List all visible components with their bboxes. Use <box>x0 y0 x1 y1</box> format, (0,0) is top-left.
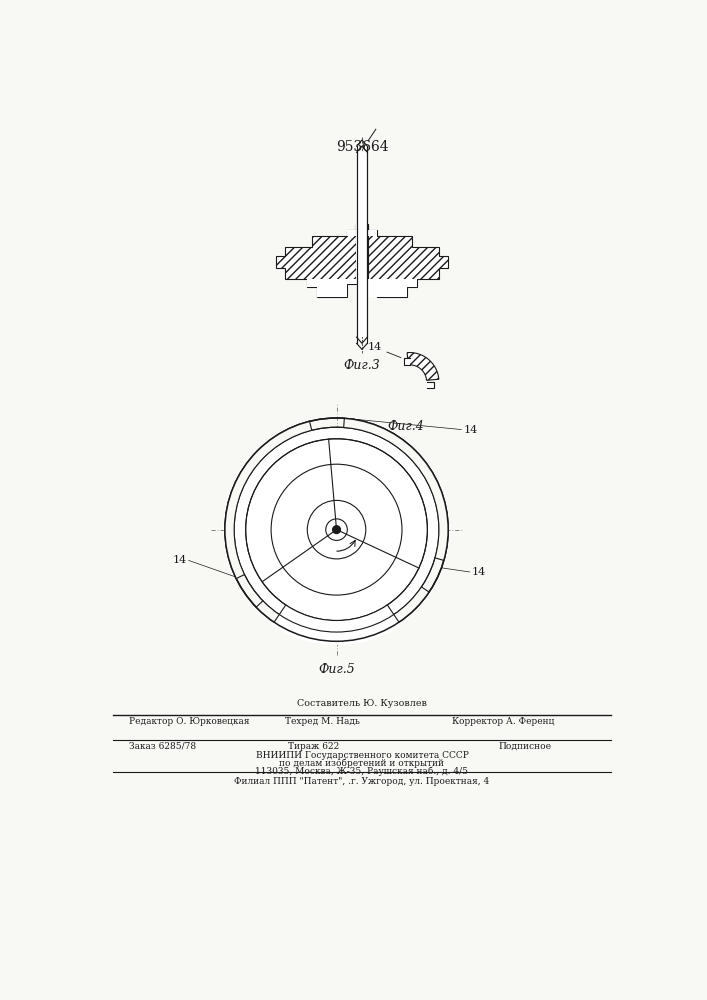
Text: Г: Г <box>269 582 277 592</box>
Polygon shape <box>225 421 312 579</box>
Text: 113035, Москва, Ж-35, Раушская наб., д. 4/5: 113035, Москва, Ж-35, Раушская наб., д. … <box>255 767 469 776</box>
Polygon shape <box>407 353 439 380</box>
Text: 14: 14 <box>172 555 187 565</box>
Circle shape <box>326 519 347 540</box>
Text: Т: Т <box>281 571 288 581</box>
Circle shape <box>308 500 366 559</box>
Polygon shape <box>426 382 433 388</box>
Text: Составитель Ю. Кузовлев: Составитель Ю. Кузовлев <box>297 699 427 708</box>
Circle shape <box>246 439 428 620</box>
Text: Филиал ППП "Патент", .г. Ужгород, ул. Проектная, 4: Филиал ППП "Патент", .г. Ужгород, ул. Пр… <box>234 777 489 786</box>
Text: 14: 14 <box>464 425 478 435</box>
Text: Заказ 6285/78: Заказ 6285/78 <box>129 742 196 751</box>
Text: Подписное: Подписное <box>498 742 551 751</box>
Circle shape <box>234 427 439 632</box>
Polygon shape <box>368 224 448 297</box>
Text: Фиг.3: Фиг.3 <box>344 359 380 372</box>
Polygon shape <box>256 587 429 641</box>
Text: Корректор А. Ференц: Корректор А. Ференц <box>452 717 554 726</box>
Polygon shape <box>356 284 407 297</box>
Text: Редактор О. Юрковецкая: Редактор О. Юрковецкая <box>129 717 249 726</box>
Polygon shape <box>356 224 368 284</box>
Text: Фиг.4: Фиг.4 <box>387 420 424 433</box>
Polygon shape <box>344 418 448 560</box>
Text: 14: 14 <box>368 342 382 352</box>
Polygon shape <box>276 224 356 297</box>
Text: ВНИИПИ Государственного комитета СССР: ВНИИПИ Государственного комитета СССР <box>255 751 469 760</box>
Polygon shape <box>307 279 417 297</box>
Text: 14: 14 <box>472 567 486 577</box>
Text: Техред М. Надь: Техред М. Надь <box>285 717 360 726</box>
Text: Тираж 622: Тираж 622 <box>288 742 339 751</box>
Circle shape <box>225 418 448 641</box>
Circle shape <box>271 464 402 595</box>
Circle shape <box>333 526 340 533</box>
Text: Фиг.5: Фиг.5 <box>318 663 355 676</box>
Polygon shape <box>346 230 356 236</box>
Polygon shape <box>272 605 401 645</box>
Polygon shape <box>368 230 378 236</box>
Circle shape <box>223 416 450 643</box>
Polygon shape <box>404 358 409 365</box>
Polygon shape <box>356 152 368 337</box>
Text: 953664: 953664 <box>336 140 388 154</box>
Text: по делам изобретений и открытий: по делам изобретений и открытий <box>279 758 445 768</box>
